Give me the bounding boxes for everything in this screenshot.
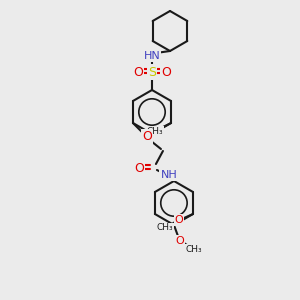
Text: O: O [176, 236, 184, 246]
Text: CH₃: CH₃ [157, 224, 173, 232]
Text: O: O [161, 65, 171, 79]
Text: O: O [133, 65, 143, 79]
Text: O: O [142, 130, 152, 143]
Text: S: S [148, 65, 156, 79]
Text: O: O [175, 215, 183, 225]
Text: O: O [134, 163, 144, 176]
Text: NH: NH [160, 170, 177, 180]
Text: HN: HN [144, 51, 160, 61]
Text: CH₃: CH₃ [186, 244, 202, 253]
Text: CH₃: CH₃ [147, 127, 164, 136]
